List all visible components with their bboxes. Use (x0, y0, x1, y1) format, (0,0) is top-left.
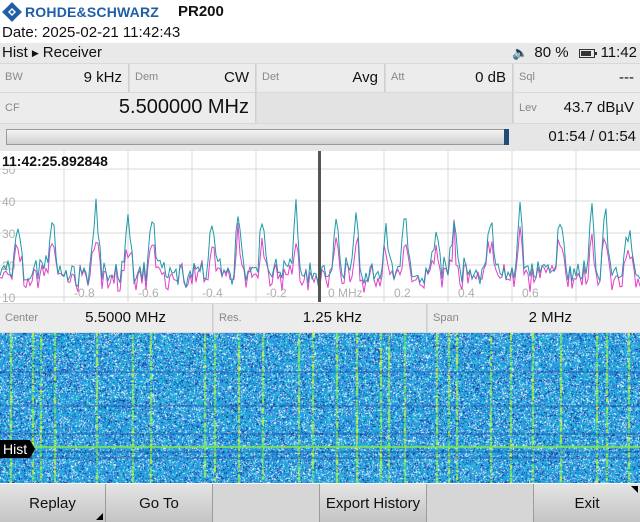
param-dem[interactable]: Dem CW (130, 64, 256, 92)
param-cf[interactable]: CF 5.500000 MHz (0, 93, 256, 123)
mode-bar: Hist ▶ Receiver 🔈 80 % 11:42 (0, 43, 640, 63)
param-cf-value: 5.500000 MHz (118, 96, 249, 118)
battery-icon (578, 48, 597, 58)
param-att-label: Att (391, 71, 405, 83)
x-tick-label: 0.4 (458, 286, 475, 300)
param-lev-label: Lev (519, 102, 537, 114)
param-empty (257, 93, 513, 123)
param-dem-value: CW (224, 69, 249, 86)
param-lev-value: 43.7 dBµV (563, 99, 634, 116)
param-det-label: Det (262, 71, 280, 83)
param-span-label: Span (433, 312, 459, 324)
param-lev: Lev 43.7 dBµV (514, 93, 640, 123)
replay-button[interactable]: Replay (0, 484, 106, 522)
replay-button-label: Replay (29, 494, 76, 512)
status-area: 🔈 80 % 11:42 (512, 43, 637, 63)
y-tick-label: 30 (2, 227, 16, 241)
param-center[interactable]: Center 5.5000 MHz (0, 304, 213, 332)
param-att-value: 0 dB (475, 69, 506, 86)
playback-progress-bar[interactable] (6, 129, 509, 145)
submenu-corner-icon (631, 486, 638, 493)
y-tick-label: 10 (2, 291, 16, 302)
device-model: PR200 (178, 3, 224, 20)
submenu-corner-icon (96, 513, 103, 520)
param-res-label: Res. (219, 312, 242, 324)
brand-name: ROHDE&SCHWARZ (25, 4, 160, 20)
spectrum-timestamp: 11:42:25.892848 (2, 153, 108, 169)
param-res[interactable]: Res. 1.25 kHz (214, 304, 427, 332)
param-sql-label: Sql (519, 71, 535, 83)
rohde-schwarz-diamond-icon (2, 2, 22, 22)
x-tick-label: 0.6 (522, 286, 539, 300)
x-tick-label: -0.2 (266, 286, 287, 300)
export-history-button[interactable]: Export History (320, 484, 427, 522)
param-bw[interactable]: BW 9 kHz (0, 64, 129, 92)
softkey-3[interactable] (213, 484, 320, 522)
param-sql-value: --- (619, 69, 634, 86)
center-marker-line[interactable] (318, 151, 321, 302)
param-att[interactable]: Att 0 dB (386, 64, 513, 92)
playback-row: 01:54 / 01:54 (0, 124, 640, 151)
playback-slider-handle[interactable] (504, 129, 509, 145)
param-det[interactable]: Det Avg (257, 64, 385, 92)
app-header: ROHDE&SCHWARZ PR200 (0, 0, 640, 23)
param-bw-value: 9 kHz (83, 69, 122, 86)
exit-button[interactable]: Exit (534, 484, 640, 522)
param-res-value: 1.25 kHz (302, 309, 362, 326)
param-span-value: 2 MHz (528, 309, 572, 326)
softkey-bar: Replay Go To Export History Exit (0, 484, 640, 522)
span-panel: Center 5.5000 MHz Res. 1.25 kHz Span 2 M… (0, 303, 640, 333)
hist-marker-label: Hist (0, 440, 36, 458)
spectrum-x-ticks: -0.8 -0.6 -0.4 -0.2 0 MHz 0.2 0.4 0.6 (74, 286, 539, 300)
param-center-label: Center (5, 312, 39, 324)
param-dem-label: Dem (135, 71, 159, 83)
breadcrumb-mode[interactable]: Hist (2, 44, 28, 61)
param-center-value: 5.5000 MHz (85, 309, 166, 326)
goto-button-label: Go To (139, 494, 179, 512)
clock: 11:42 (600, 44, 637, 61)
x-tick-label: -0.8 (74, 286, 95, 300)
battery-level: 80 % (534, 44, 569, 61)
param-det-value: Avg (352, 69, 378, 86)
param-sql[interactable]: Sql --- (514, 64, 640, 92)
goto-button[interactable]: Go To (106, 484, 213, 522)
capture-date: Date: 2025-02-21 11:42:43 (0, 23, 640, 43)
exit-button-label: Exit (574, 494, 600, 512)
playback-time: 01:54 / 01:54 (548, 128, 636, 145)
y-tick-label: 40 (2, 195, 16, 209)
x-tick-label: 0.2 (394, 286, 411, 300)
x-tick-label: -0.6 (138, 286, 159, 300)
x-tick-label: 0 MHz (328, 286, 363, 300)
param-cf-label: CF (5, 102, 20, 114)
breadcrumb[interactable]: Hist ▶ Receiver (2, 43, 102, 63)
waterfall-display[interactable] (0, 333, 640, 483)
chevron-right-icon: ▶ (31, 48, 39, 58)
speaker-icon[interactable]: 🔈 (512, 45, 529, 60)
spectrum-display[interactable]: 11:42:25.892848 50 40 30 20 10 -0.8 -0.6 -0.4-… (0, 151, 640, 305)
x-tick-label: -0.4 (202, 286, 223, 300)
softkey-5[interactable] (427, 484, 534, 522)
export-history-button-label: Export History (325, 494, 421, 512)
brand-logo: ROHDE&SCHWARZ (2, 2, 159, 22)
param-span[interactable]: Span 2 MHz (428, 304, 640, 332)
breadcrumb-submode[interactable]: Receiver (42, 44, 102, 61)
param-bw-label: BW (5, 71, 23, 83)
